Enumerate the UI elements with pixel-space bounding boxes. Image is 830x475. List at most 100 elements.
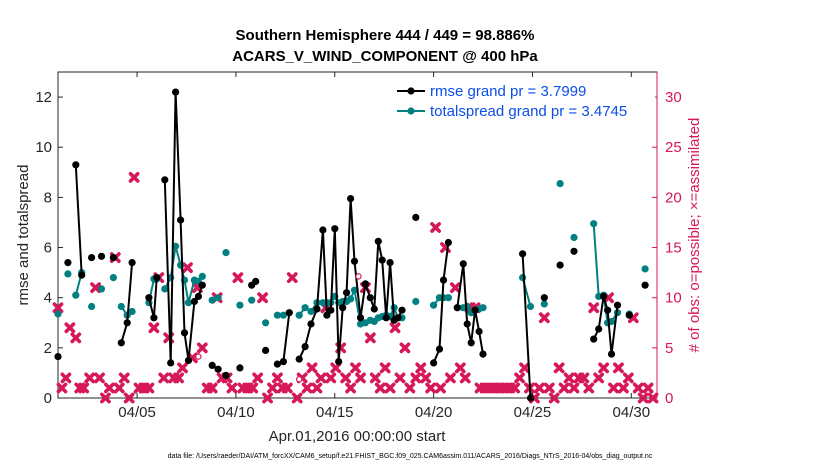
- rmse-point: [313, 305, 321, 313]
- assimilated-obs-marker: [454, 362, 466, 374]
- rmse-point: [172, 88, 180, 96]
- assimilated-obs-marker: [173, 372, 184, 384]
- assimilated-obs-marker: [226, 382, 238, 394]
- rmse-point: [604, 306, 612, 314]
- spread-point: [54, 310, 62, 318]
- assimilated-obs-marker: [325, 372, 337, 384]
- spread-point: [279, 311, 287, 319]
- rmse-point: [540, 294, 548, 302]
- assimilated-obs-marker: [449, 282, 461, 294]
- y-tick-label: 8: [44, 189, 52, 206]
- assimilated-obs-marker: [593, 372, 605, 384]
- assimilated-obs-marker: [558, 382, 570, 394]
- rmse-point: [150, 314, 158, 322]
- assimilated-obs-marker: [262, 392, 273, 404]
- assimilated-obs-marker: [350, 362, 361, 374]
- assimilated-obs-marker: [568, 382, 580, 394]
- rmse-point: [343, 289, 351, 297]
- assimilated-obs-marker: [548, 392, 560, 404]
- rmse-point: [435, 345, 444, 353]
- assimilated-obs-marker: [100, 392, 111, 404]
- rmse-point: [285, 309, 293, 317]
- spread-point: [88, 302, 96, 311]
- rmse-point: [252, 277, 260, 285]
- rmse-point: [459, 260, 467, 268]
- x-tick-label: 04/30: [613, 404, 651, 421]
- assimilated-obs-marker: [394, 372, 406, 384]
- rmse-point: [177, 216, 185, 224]
- rmse-point: [356, 314, 365, 322]
- rmse-point: [519, 250, 527, 258]
- assimilated-obs-marker: [622, 372, 634, 384]
- assimilated-obs-marker: [70, 332, 82, 344]
- rmse-point: [595, 325, 603, 333]
- spread-point: [72, 291, 80, 299]
- y2-tick-label: 15: [665, 240, 682, 257]
- assimilated-obs-marker: [143, 382, 155, 394]
- spread-point: [64, 270, 72, 278]
- spread-point: [347, 295, 355, 303]
- assimilated-obs-marker: [642, 382, 654, 394]
- y-tick-label: 0: [44, 390, 52, 407]
- x-tick-label: 04/25: [514, 404, 552, 421]
- spread-point: [236, 301, 244, 309]
- assimilated-obs-marker: [588, 302, 600, 314]
- possible-obs-layer: [195, 273, 362, 383]
- assimilated-obs-marker: [533, 382, 545, 394]
- spread-point: [262, 319, 270, 327]
- rmse-point: [190, 297, 198, 306]
- rmse-point: [479, 350, 487, 358]
- spread-point: [540, 300, 548, 308]
- assimilated-obs-marker: [311, 382, 323, 394]
- rmse-point: [184, 356, 193, 364]
- rmse-point: [123, 319, 131, 327]
- y2-axis-label: # of obs: o=possible; ×=assimilated: [686, 118, 703, 353]
- rmse-point: [262, 346, 270, 354]
- assimilated-obs-marker: [306, 362, 318, 374]
- rmse-point: [327, 306, 335, 314]
- assimilated-obs-marker: [369, 372, 381, 384]
- spread-point: [556, 180, 564, 188]
- rmse-point: [78, 271, 86, 279]
- assimilated-obs-marker: [56, 382, 68, 394]
- rmse-layer: [54, 88, 649, 402]
- assimilated-obs-marker: [103, 382, 115, 394]
- rmse-point: [467, 339, 475, 347]
- assimilated-obs-marker: [608, 382, 619, 394]
- spread-point: [248, 296, 256, 304]
- spread-point: [307, 307, 315, 316]
- assimilated-obs-marker: [196, 342, 208, 354]
- rmse-point: [439, 276, 448, 284]
- assimilated-obs-marker: [420, 372, 432, 384]
- assimilated-obs-marker: [148, 322, 160, 334]
- rmse-point: [64, 259, 72, 267]
- assimilated-obs-marker: [94, 372, 105, 384]
- rmse-point: [339, 304, 347, 312]
- rmse-point: [194, 292, 202, 300]
- legend-spread-marker: [407, 107, 415, 115]
- rmse-point: [463, 320, 471, 328]
- rmse-point: [444, 238, 452, 247]
- rmse-point: [208, 361, 216, 369]
- spread-point: [526, 302, 535, 311]
- assimilated-obs-marker: [598, 362, 610, 374]
- rmse-point: [590, 335, 598, 343]
- rmse-point: [453, 304, 461, 312]
- y-tick-label: 4: [44, 290, 52, 307]
- rmse-point: [198, 281, 206, 289]
- assimilated-obs-marker: [206, 382, 218, 394]
- rmse-point: [613, 301, 622, 309]
- legend-spread-label: totalspread grand pr = 3.4745: [430, 103, 627, 120]
- rmse-point: [361, 280, 369, 288]
- assimilated-obs-marker: [60, 372, 72, 384]
- rmse-point: [600, 292, 608, 300]
- assimilated-obs-marker: [384, 382, 396, 394]
- y2-tick-label: 30: [665, 89, 682, 106]
- rmse-point: [319, 226, 327, 234]
- rmse-point: [273, 360, 281, 368]
- assimilated-obs-marker: [415, 362, 427, 374]
- y2-tick-label: 0: [665, 390, 673, 407]
- rmse-point: [161, 176, 169, 184]
- spread-point: [519, 274, 527, 282]
- assimilated-obs-marker: [257, 292, 269, 304]
